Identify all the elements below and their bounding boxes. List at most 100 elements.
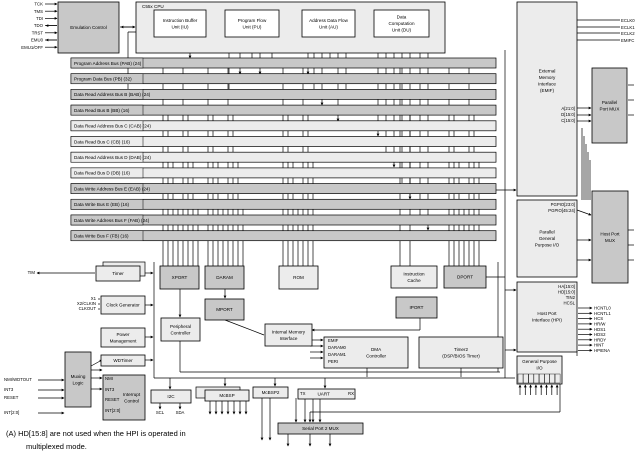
i2c-pin-label: SDA [176,410,185,415]
intc-label: Control [124,398,139,403]
periph-label: Peripheral [170,324,191,329]
intc_inputs-pin-label: RESET [4,395,19,400]
au-label: Address Data Flow [309,18,348,23]
hpi-signal-label: HR/W [594,322,606,327]
xport-block: XPORT [159,265,200,290]
iport-box [395,296,438,319]
dma-box [323,336,409,369]
icache-box [390,265,438,289]
xport-label: XPORT [172,275,188,280]
mcbsp2-box [252,386,289,399]
wdt-block: WDTimer [100,354,146,367]
mport-label: MPORT [216,307,233,312]
clk-label: Clock Generator [106,303,140,308]
intc-label: Interrupt [123,392,141,397]
tim-pin-label: TIM [28,270,36,275]
wdt-label: WDTimer [113,358,133,363]
bus-label: Data Write Bus F (FB) (16) [74,234,129,239]
pu-box [224,9,280,38]
bus-label: Data Write Address Bus F (FAB) (24) [74,218,150,223]
gpio-pin-cell [523,373,529,384]
bus-label-box [70,104,144,116]
hpi-signal-label: HDS2 [594,332,606,337]
hpi-signal-label: HRDY [594,337,606,342]
bus-label: Data Read Address Bus B (BAB) (24) [74,92,151,97]
bus-label-box [70,230,144,241]
mux-box [64,351,92,408]
hpmux-label: MUX [605,238,615,243]
hpi-block: Host Port Interface (HPI) [516,281,578,353]
icache-label: Cache [407,278,421,283]
mux-label: Muxing [71,374,86,379]
emif-label: External [539,68,556,73]
gpio-pin-cell [549,373,555,384]
intc_inputs-pin-label: INT3 [4,387,14,392]
bus-label-box [70,214,144,226]
timer-label: Timer [112,271,124,276]
pgpio-label: Parallel [539,230,554,235]
emulation-signal-label: EMU0 [31,38,44,43]
bus-label-box [70,120,144,132]
daram-label: DARAM [216,275,233,280]
gpio-pin-cell [528,373,534,384]
gpio-pin-cell [554,373,561,384]
gpio-pin-cell [544,373,550,384]
emul-label: Emulation Control [70,25,107,30]
timer2-label: (DSP/BIOS Timer) [442,353,480,358]
footnote-line-2: multiplexed mode. [26,442,87,451]
bus-row: Data Read Bus B (BB) (16) [70,104,497,116]
emif_top-pin-label: ECLK0 [621,18,635,23]
dport-label: DPORT [457,275,473,280]
uart-pin-label: TX [300,391,306,396]
hpi-signal-label: HCNTL0 [594,306,611,311]
hpi-signal-label: HPIENA [594,348,610,353]
clk-pin-label: X2/CLKIN [77,301,96,306]
pgpio-pin-label: PGPIO[23:0] [551,202,575,207]
bus-row: Program Data Bus (PB) (32) [70,73,497,85]
emulation-signal-label: TDO [34,23,44,28]
xport-box [159,265,200,290]
iu-label: Instruction Buffer [163,18,198,23]
emulation-signal-label: EMU1/OFF [21,45,43,50]
clk-block: Clock Generator [100,295,146,315]
pin-labels: TCK TMS TDI TDO TRST EMU0 EMU1/OFF HCNTL0HCNTL1… [4,2,635,415]
signal-line [224,319,265,336]
intc-pin-label: RESET [105,397,120,402]
emul-box [57,1,120,54]
bus-row: Data Write Address Bus E (EAB) (24) [70,183,497,194]
hpmux-box [591,190,629,284]
bus-label-box [70,73,144,84]
imi-label: Interface [280,336,298,341]
bus-label-box [70,89,144,100]
mcbsp-label: McBSP [219,393,234,398]
hpi-pin-label: HA[15:0] [558,284,575,289]
emif_top-pin-label: ECLK1 [621,25,635,30]
bus-label-box [70,183,144,194]
cpu-title: C55x CPU [142,4,164,9]
bus-row: Data Read Bus D (DB) (16) [70,167,497,179]
emif-pin-label: D[15:0] [561,112,575,117]
gpio-pin-cell [533,373,540,384]
timer2-block: Timer2(DSP/BIOS Timer) [418,336,504,369]
emif-label: Memory [539,75,556,80]
imi-block: Internal Memory Interface [264,323,313,347]
intc_inputs-pin-label: NMI/WDTOUT [4,377,32,382]
i2c-label: I2C [167,394,175,399]
hpi-signal-label: HCNTL1 [594,311,611,316]
intc_inputs-pin-label: INT[2:0] [4,410,19,415]
daram-box [204,265,245,290]
emulation-signal-label: TMS [34,9,43,14]
pu-label: Unit (PU) [243,24,262,29]
uart-block: UART [297,388,356,400]
mport-box [204,298,245,321]
bus-label-box [70,151,144,163]
pgpio-label: General [539,236,555,241]
bus-row: Data Read Address Bus B (BAB) (24) [70,89,497,100]
timer-block: Timer [95,265,141,282]
